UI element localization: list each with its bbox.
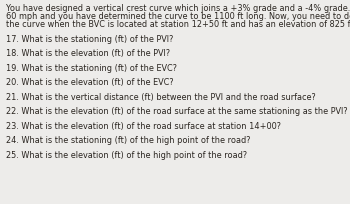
Text: You have designed a vertical crest curve which joins a +3% grade and a -4% grade: You have designed a vertical crest curve… [6,4,350,13]
Text: 19. What is the stationing (ft) of the EVC?: 19. What is the stationing (ft) of the E… [6,63,177,72]
Text: 17. What is the stationing (ft) of the PVI?: 17. What is the stationing (ft) of the P… [6,34,173,43]
Text: 18. What is the elevation (ft) of the PVI?: 18. What is the elevation (ft) of the PV… [6,49,170,58]
Text: 23. What is the elevation (ft) of the road surface at station 14+00?: 23. What is the elevation (ft) of the ro… [6,121,281,130]
Text: 22. What is the elevation (ft) of the road surface at the same stationing as the: 22. What is the elevation (ft) of the ro… [6,106,348,115]
Text: 60 mph and you have determined the curve to be 1100 ft long. Now, you need to de: 60 mph and you have determined the curve… [6,12,350,21]
Text: 20. What is the elevation (ft) of the EVC?: 20. What is the elevation (ft) of the EV… [6,78,174,87]
Text: 25. What is the elevation (ft) of the high point of the road?: 25. What is the elevation (ft) of the hi… [6,150,247,159]
Text: the curve when the BVC is located at station 12+50 ft and has an elevation of 82: the curve when the BVC is located at sta… [6,20,350,29]
Text: 24. What is the stationing (ft) of the high point of the road?: 24. What is the stationing (ft) of the h… [6,135,251,144]
Text: 21. What is the vertical distance (ft) between the PVI and the road surface?: 21. What is the vertical distance (ft) b… [6,92,316,101]
